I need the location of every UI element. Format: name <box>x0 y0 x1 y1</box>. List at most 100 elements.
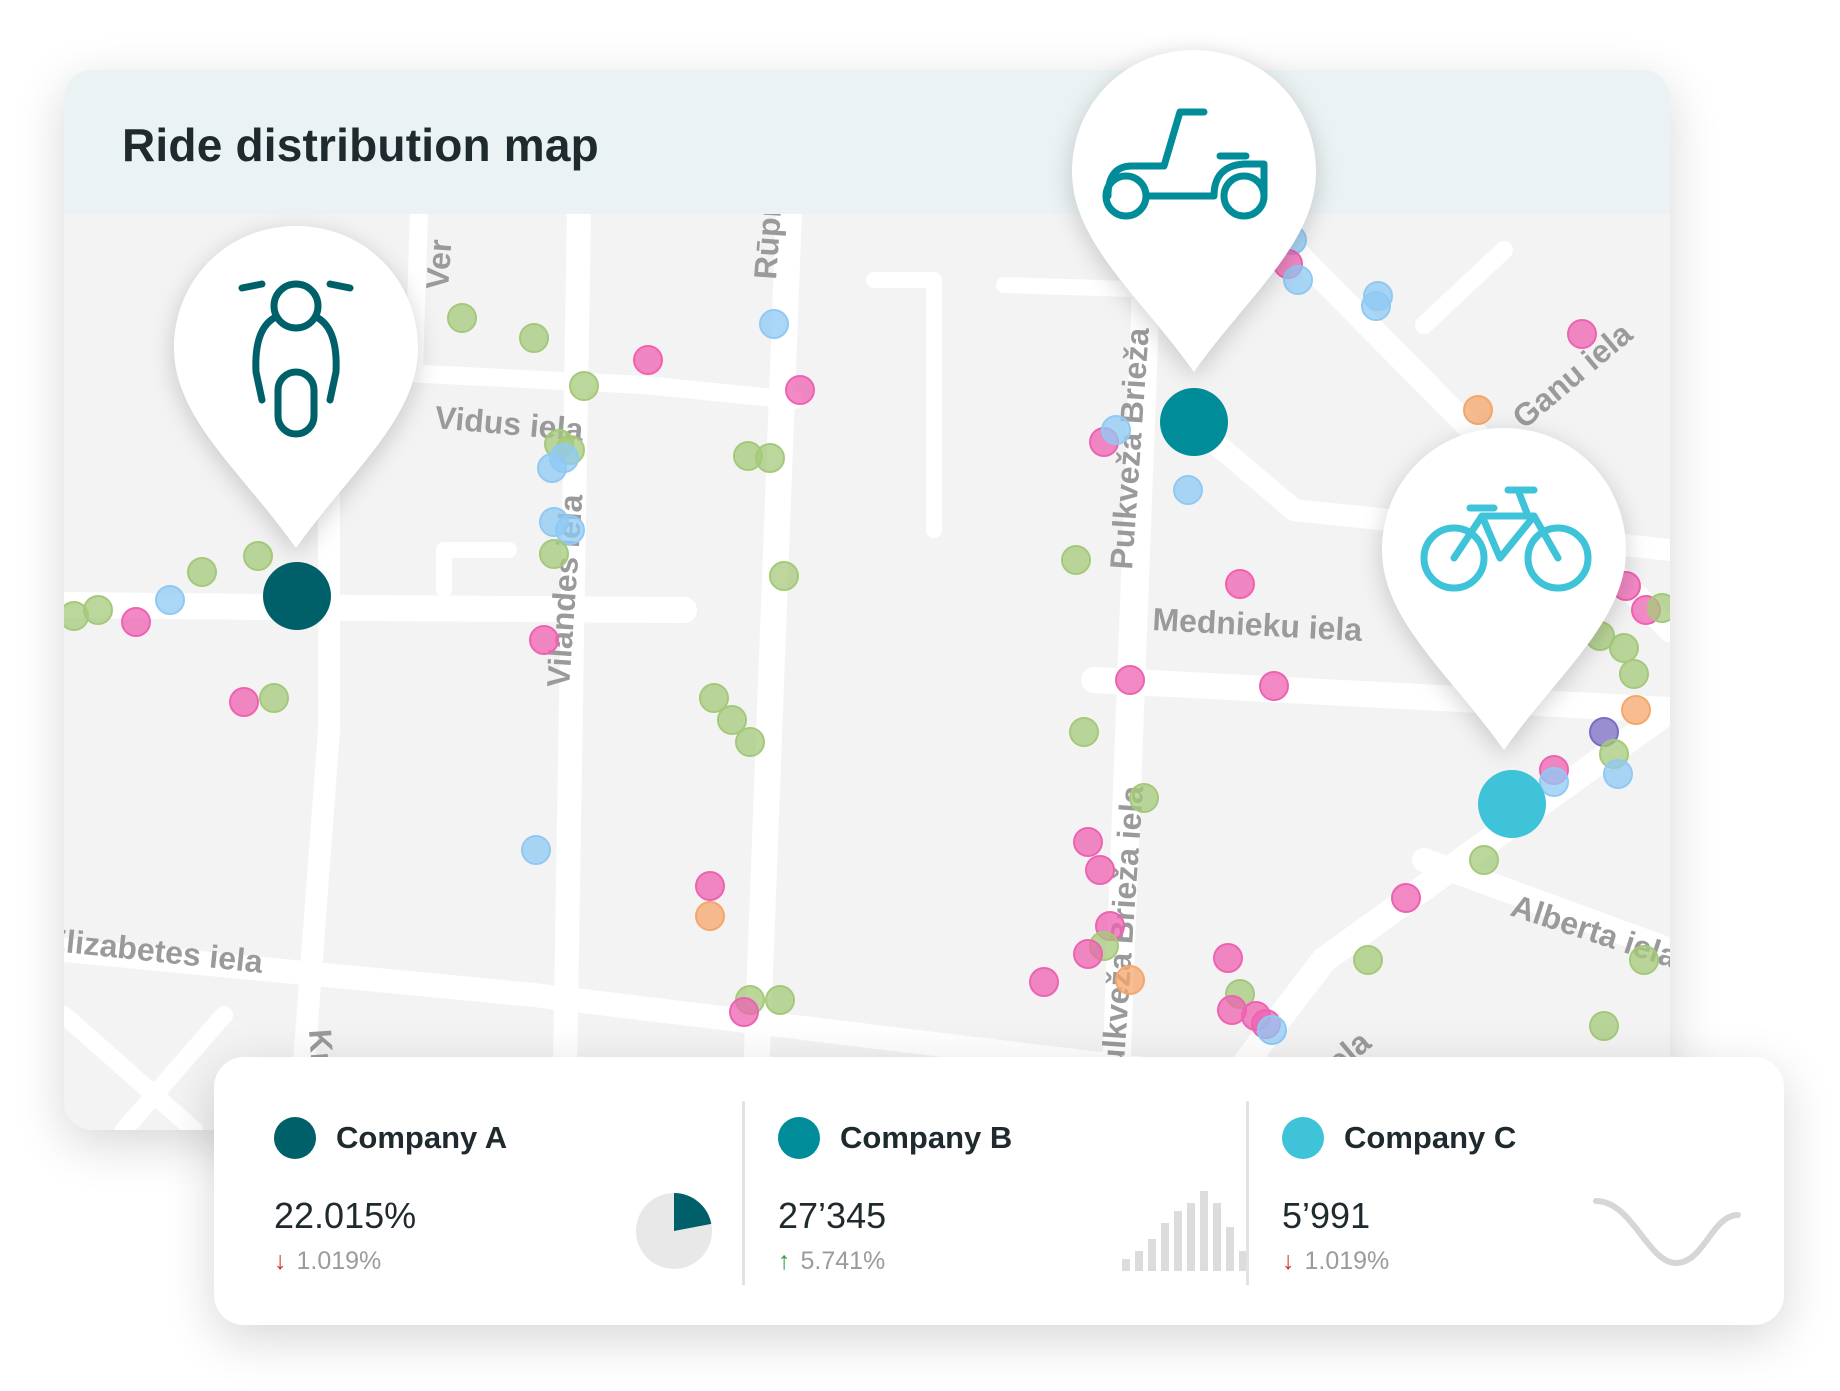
company-b-marker[interactable] <box>1160 388 1228 456</box>
arrow-up-icon: ↑ <box>778 1247 791 1275</box>
ride-point <box>1073 939 1103 969</box>
company-a-name: Company A <box>336 1120 508 1155</box>
ride-point <box>699 683 729 713</box>
company-a-value: 22.015% <box>274 1195 417 1236</box>
ride-point <box>1173 475 1203 505</box>
ride-point <box>765 985 795 1015</box>
company-c-change: 1.019% <box>1304 1247 1390 1275</box>
wave-line <box>1593 1198 1741 1267</box>
ride-point <box>1225 569 1255 599</box>
street-corner <box>64 1006 233 1130</box>
company-c-value: 5’991 <box>1282 1195 1371 1236</box>
bar <box>1239 1251 1247 1271</box>
ride-point <box>695 901 725 931</box>
ride-point <box>1115 965 1145 995</box>
ride-point <box>755 443 785 473</box>
bar <box>1213 1203 1221 1271</box>
scooter-icon <box>238 280 354 438</box>
company-c-wave-chart <box>1593 1198 1741 1267</box>
pin-company-a[interactable] <box>170 222 422 552</box>
company-b-value: 27’345 <box>778 1195 887 1236</box>
arrow-down-icon: ↓ <box>1282 1247 1295 1275</box>
ride-point <box>539 539 569 569</box>
bar <box>1148 1239 1156 1271</box>
street-mednieku <box>1081 667 1670 723</box>
ride-point <box>1115 665 1145 695</box>
company-markers <box>263 388 1546 838</box>
ride-point <box>519 323 549 353</box>
ride-point <box>187 557 217 587</box>
street-short-c <box>436 542 517 598</box>
ride-point <box>1101 415 1131 445</box>
ride-point <box>695 871 725 901</box>
ride-point <box>1567 319 1597 349</box>
ride-point <box>1257 1015 1287 1045</box>
ride-point <box>83 595 113 625</box>
company-b-bar-chart <box>1122 1191 1247 1271</box>
bicycle-icon <box>1420 486 1592 592</box>
ride-point <box>121 607 151 637</box>
stat-company-c[interactable]: Company C 5’991 ↓ 1.019% <box>1222 1057 1741 1325</box>
ride-point <box>1361 291 1391 321</box>
pie-slice <box>674 1193 712 1231</box>
company-a-trend: ↓ 1.019% <box>274 1247 381 1276</box>
ride-point <box>1609 633 1639 663</box>
ride-point <box>785 375 815 405</box>
bar <box>1161 1223 1169 1271</box>
ride-point <box>1073 827 1103 857</box>
bar <box>1135 1251 1143 1271</box>
ride-point <box>1213 943 1243 973</box>
ride-point <box>569 371 599 401</box>
ride-point <box>537 453 567 483</box>
bar <box>1174 1211 1182 1271</box>
company-a-dot <box>274 1117 316 1159</box>
ride-point <box>229 687 259 717</box>
company-a-pie-chart <box>636 1193 712 1269</box>
ride-point <box>447 303 477 333</box>
ride-point <box>1589 1011 1619 1041</box>
ride-point <box>717 705 747 735</box>
street-vilandes <box>552 198 591 1130</box>
company-b-trend: ↑ 5.741% <box>778 1247 885 1276</box>
ride-point <box>259 683 289 713</box>
street-label-ver: Ver <box>419 238 458 290</box>
stats-divider <box>742 1101 745 1285</box>
street-alberta <box>1412 848 1670 962</box>
ride-point <box>633 345 663 375</box>
street-rupniecibas <box>741 197 802 1130</box>
ride-point <box>1391 883 1421 913</box>
ride-point <box>1619 659 1649 689</box>
company-c-trend: ↓ 1.019% <box>1282 1247 1389 1276</box>
ride-point <box>529 625 559 655</box>
ride-point <box>769 561 799 591</box>
arrow-down-icon: ↓ <box>274 1247 287 1275</box>
pin-company-c[interactable] <box>1378 424 1630 754</box>
ride-point <box>243 541 273 571</box>
company-a-marker[interactable] <box>263 562 331 630</box>
ride-point <box>1259 671 1289 701</box>
ride-point <box>1647 593 1670 623</box>
ride-point <box>759 309 789 339</box>
ride-point <box>555 515 585 545</box>
ride-point <box>1539 767 1569 797</box>
company-c-marker[interactable] <box>1478 770 1546 838</box>
street-short-a <box>866 272 942 538</box>
company-b-name: Company B <box>840 1120 1013 1155</box>
company-b-change: 5.741% <box>800 1247 886 1275</box>
stat-company-b[interactable]: Company B 27’345 ↑ 5.741% <box>718 1057 1247 1325</box>
ride-point <box>521 835 551 865</box>
pin-company-b[interactable] <box>1068 46 1320 376</box>
ride-point <box>1029 967 1059 997</box>
ride-point <box>1629 945 1659 975</box>
street-ne <box>1415 241 1513 334</box>
ride-point <box>1069 717 1099 747</box>
stat-company-a[interactable]: Company A 22.015% ↓ 1.019% <box>214 1057 718 1325</box>
company-c-dot <box>1282 1117 1324 1159</box>
moped-icon <box>1102 108 1268 220</box>
ride-point <box>1283 265 1313 295</box>
ride-point <box>1061 545 1091 575</box>
ride-point <box>1469 845 1499 875</box>
company-b-dot <box>778 1117 820 1159</box>
ride-point <box>1603 759 1633 789</box>
ride-point <box>1129 783 1159 813</box>
